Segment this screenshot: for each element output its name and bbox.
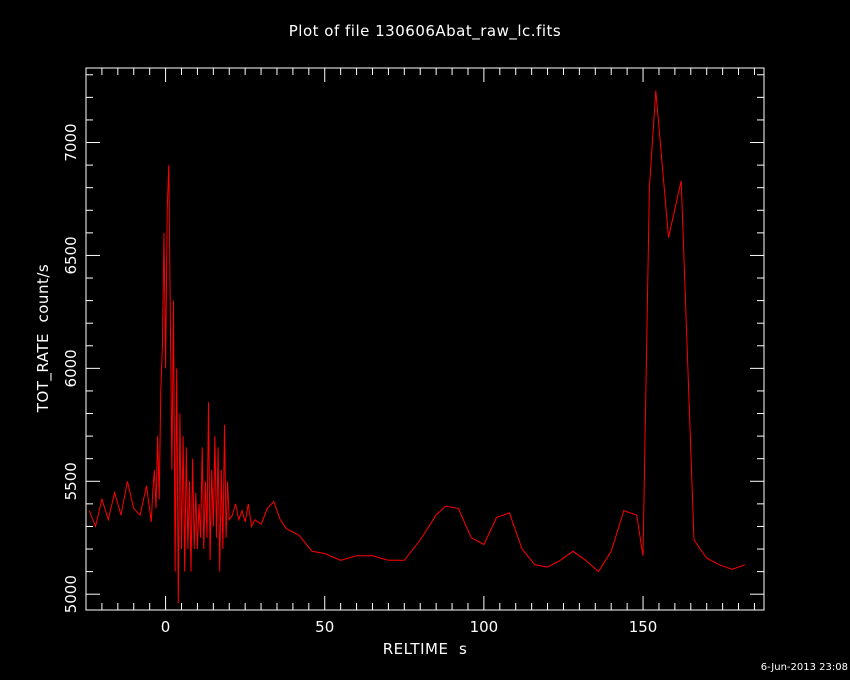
x-tick-label: 150 [629, 618, 658, 636]
y-tick-label: 5500 [62, 462, 80, 500]
y-tick-label: 6500 [62, 236, 80, 274]
y-tick-label: 6000 [62, 349, 80, 387]
x-tick-label: 0 [161, 618, 171, 636]
series-line [88, 90, 746, 604]
chart-title: Plot of file 130606Abat_raw_lc.fits [288, 22, 562, 40]
axis-ticks [85, 68, 764, 610]
plot-frame [85, 67, 765, 611]
y-tick-label: 7000 [62, 123, 80, 161]
x-tick-label: 100 [470, 618, 499, 636]
x-tick-label: 50 [315, 618, 334, 636]
x-axis-label: RELTIME s [382, 640, 468, 658]
timestamp: 6-Jun-2013 23:08 [760, 662, 848, 673]
tick-labels: 0 50 100 150 5000 5500 6000 6500 7000 [62, 123, 657, 636]
y-axis-label: TOT_RATE count/s [34, 263, 52, 413]
y-tick-label: 5000 [62, 575, 80, 613]
